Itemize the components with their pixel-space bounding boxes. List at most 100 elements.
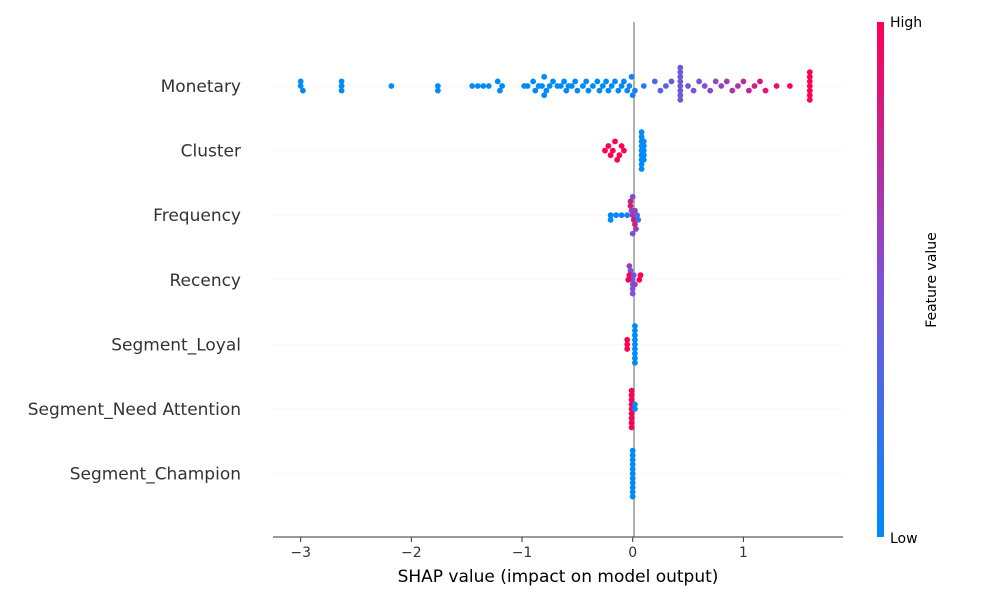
- shap-point: [629, 447, 636, 454]
- shap-point: [638, 161, 645, 168]
- shap-point: [605, 87, 612, 94]
- colorbar-high-label: High: [890, 15, 922, 31]
- shap-point: [677, 92, 684, 99]
- shap-point: [712, 78, 719, 85]
- shap-point: [640, 147, 647, 154]
- shap-point: [806, 96, 813, 103]
- shap-point: [690, 87, 697, 94]
- shap-point: [751, 83, 758, 89]
- shap-point: [629, 193, 636, 200]
- shap-point: [629, 479, 636, 486]
- shap-point: [723, 78, 730, 85]
- shap-point: [624, 341, 631, 348]
- shap-point: [629, 452, 636, 459]
- shap-point: [541, 73, 548, 80]
- shap-point: [474, 83, 481, 89]
- shap-point: [636, 276, 643, 283]
- shap-point: [735, 83, 741, 89]
- shap-point: [580, 83, 586, 89]
- shap-point: [614, 156, 621, 163]
- shap-point: [539, 83, 545, 89]
- shap-point: [746, 87, 752, 94]
- shap-point: [599, 83, 606, 89]
- shap-point: [499, 83, 505, 89]
- shap-point: [497, 87, 503, 94]
- shap-point: [640, 138, 647, 145]
- shap-point: [300, 87, 306, 94]
- shap-point: [701, 83, 708, 89]
- shap-point: [607, 152, 614, 159]
- shap-point: [612, 78, 618, 85]
- shap-point: [627, 203, 634, 209]
- colorbar-low-label: Low: [890, 531, 918, 547]
- shap-point: [638, 166, 645, 172]
- feature-label: Monetary: [161, 77, 241, 97]
- shap-point: [677, 69, 684, 76]
- feature-label: Frequency: [153, 206, 241, 226]
- shap-point: [618, 143, 625, 149]
- shap-point: [632, 332, 638, 339]
- shap-point: [568, 83, 575, 89]
- shap-point: [806, 73, 813, 80]
- shap-point: [630, 216, 637, 223]
- shap-point: [628, 392, 635, 399]
- shap-point: [546, 83, 553, 89]
- x-tick-label: 1: [739, 545, 748, 561]
- shap-point: [806, 78, 813, 85]
- shap-point: [629, 493, 636, 500]
- shap-point: [609, 147, 616, 154]
- shap-point: [677, 73, 684, 80]
- shap-point: [574, 87, 581, 94]
- shap-point: [629, 290, 636, 297]
- shap-point: [585, 87, 592, 94]
- shap-point: [762, 87, 769, 94]
- shap-point: [773, 83, 780, 89]
- shap-point: [626, 272, 633, 279]
- shap-point: [621, 78, 627, 85]
- shap-point: [618, 83, 625, 89]
- shap-point: [543, 87, 550, 94]
- shap-point: [740, 78, 747, 85]
- colorbar-gradient: [877, 22, 884, 537]
- shap-point: [338, 83, 345, 89]
- shap-point: [629, 470, 636, 477]
- shap-point: [638, 133, 645, 140]
- shap-point: [629, 92, 636, 99]
- shap-point: [621, 147, 627, 154]
- shap-point: [677, 83, 684, 89]
- shap-point: [485, 83, 492, 89]
- shap-point: [590, 83, 596, 89]
- shap-point: [632, 350, 638, 357]
- shap-point: [388, 83, 395, 89]
- feature-label: Segment_Champion: [70, 465, 241, 485]
- shap-point: [632, 327, 638, 334]
- shap-point: [530, 78, 536, 85]
- shap-point: [628, 73, 635, 80]
- shap-point: [583, 78, 590, 85]
- shap-point: [596, 87, 603, 94]
- shap-point: [638, 129, 645, 136]
- shap-point: [550, 78, 556, 85]
- shap-point: [632, 406, 638, 412]
- shap-point: [624, 346, 631, 352]
- shap-point: [524, 83, 531, 89]
- shap-point: [608, 83, 615, 89]
- shap-point: [628, 415, 635, 422]
- shap-point: [626, 83, 633, 89]
- shap-point: [632, 341, 638, 348]
- shap-point: [633, 226, 639, 232]
- shap-point: [494, 78, 501, 85]
- shap-point: [628, 387, 635, 394]
- shap-points: [297, 64, 813, 500]
- shap-point: [629, 212, 636, 219]
- shap-point: [630, 272, 637, 279]
- shap-point: [627, 267, 634, 274]
- shap-point: [668, 78, 675, 85]
- shap-point: [651, 78, 658, 85]
- shap-point: [629, 456, 636, 463]
- colorbar: High Low Feature value: [877, 15, 940, 547]
- shap-point: [632, 87, 638, 94]
- shap-point: [640, 83, 647, 89]
- x-tick-label: −3: [290, 545, 311, 561]
